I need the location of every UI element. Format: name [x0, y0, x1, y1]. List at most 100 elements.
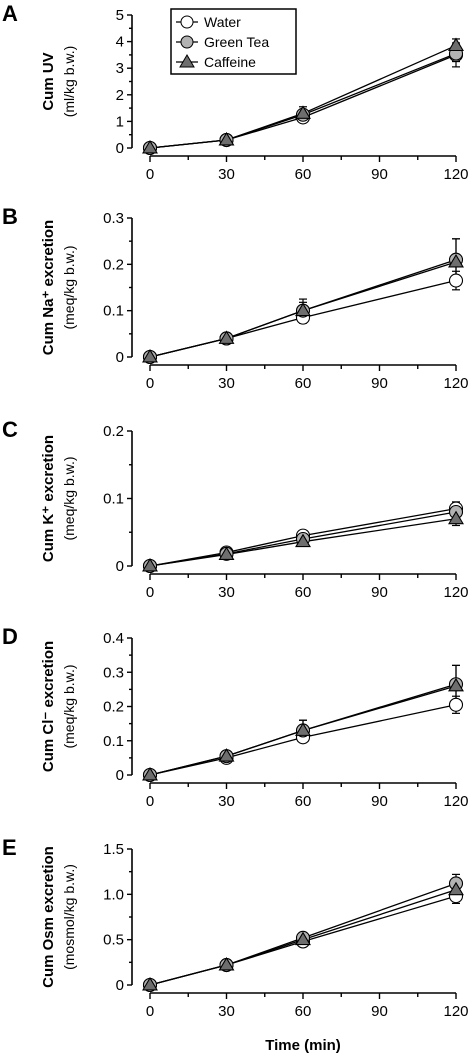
x-tick-label: 60	[295, 375, 312, 392]
y-tick-label: 0.1	[103, 491, 124, 508]
x-tick-label: 0	[146, 375, 154, 392]
y-axis-label: Cum Osm excretion	[40, 846, 57, 988]
series-line-caffeine	[149, 685, 457, 776]
y-axis-unit: (meq/kg b.w.)	[61, 245, 77, 329]
y-tick-label: 4	[116, 34, 124, 51]
y-axis-label: Cum UV	[40, 52, 57, 110]
panel-letter: E	[2, 835, 17, 860]
y-tick-label: 0	[116, 767, 124, 784]
y-tick-label: 0	[116, 977, 124, 994]
x-tick-label: 60	[295, 166, 312, 183]
y-axis-unit: (meq/kg b.w.)	[61, 664, 77, 748]
data-point-water	[448, 697, 464, 712]
x-tick-label: 0	[146, 1003, 154, 1020]
y-tick-label: 0.1	[103, 733, 124, 750]
y-axis-unit: (mosmol/kg b.w.)	[61, 864, 77, 970]
data-point-caffeine	[295, 533, 311, 548]
y-tick-label: 0.3	[103, 210, 124, 227]
y-tick-label: 0.4	[103, 630, 124, 647]
panel-d: D 0 0.1 0.2 0.3 0.4 0 30 60 90 120 Cum Cl⁻ excretio…	[2, 624, 469, 810]
y-axis-unit: (ml/kg b.w.)	[61, 46, 77, 118]
data-point-caffeine	[295, 105, 311, 119]
x-tick-label: 0	[146, 793, 154, 810]
data-point-caffeine	[295, 931, 311, 946]
data-point-caffeine	[218, 131, 235, 146]
data-point-caffeine	[448, 510, 464, 525]
y-tick-label: 2	[116, 87, 124, 104]
x-tick-label: 90	[371, 584, 388, 601]
data-point-caffeine	[448, 677, 464, 692]
y-tick-label: 1	[116, 113, 124, 130]
y-axis-label: Cum Cl⁻ excretion	[40, 641, 57, 772]
data-point-caffeine	[295, 722, 311, 736]
data-point-caffeine	[448, 37, 464, 52]
series-line-water	[149, 704, 457, 776]
x-tick-label: 90	[371, 793, 388, 810]
x-axis-title: Time (min)	[265, 1037, 341, 1054]
data-point-caffeine	[142, 766, 158, 781]
data-point-caffeine	[218, 956, 235, 971]
x-tick-label: 120	[443, 166, 468, 183]
y-tick-label: 0.3	[103, 664, 124, 681]
x-tick-label: 90	[371, 375, 388, 392]
data-point-caffeine	[142, 557, 158, 572]
y-tick-label: 0.2	[103, 423, 124, 440]
data-point-caffeine	[448, 253, 464, 268]
legend-label: Green Tea	[204, 34, 269, 50]
x-tick-label: 120	[443, 375, 468, 392]
y-tick-label: 0.2	[103, 699, 124, 716]
series-line-caffeine	[149, 518, 457, 567]
x-tick-label: 60	[295, 584, 312, 601]
y-tick-label: 1.5	[103, 841, 124, 858]
y-axis-label: Cum Na⁺ excretion	[40, 220, 57, 355]
y-axis-label: Cum K⁺ excretion	[40, 435, 57, 562]
y-tick-label: 0	[116, 140, 124, 157]
x-tick-label: 0	[146, 166, 154, 183]
x-tick-label: 120	[443, 793, 468, 810]
y-tick-label: 0	[116, 349, 124, 366]
x-tick-label: 30	[218, 584, 235, 601]
data-point-caffeine	[142, 139, 158, 154]
y-tick-label: 0.1	[103, 303, 124, 320]
y-axis-unit: (meq/kg b.w.)	[61, 456, 77, 540]
panel-b: B 0 0.1 0.2 0.3 0 30 60 90 120 Cum Na⁺ excretion (m…	[2, 204, 469, 392]
data-point-caffeine	[218, 546, 235, 560]
y-tick-label: 0.2	[103, 256, 124, 273]
panel-letter: B	[2, 204, 18, 229]
data-point-caffeine	[142, 348, 158, 363]
series-line-caffeine	[149, 261, 457, 358]
panel-letter: D	[2, 624, 18, 649]
x-tick-label: 120	[443, 1003, 468, 1020]
x-tick-label: 30	[218, 793, 235, 810]
series-line-caffeine	[149, 889, 457, 986]
x-tick-label: 30	[218, 166, 235, 183]
panel-letter: C	[2, 417, 18, 442]
x-tick-label: 30	[218, 375, 235, 392]
series-line-caffeine	[149, 44, 457, 149]
legend-marker-water	[180, 15, 194, 29]
data-point-caffeine	[295, 302, 311, 317]
x-tick-label: 120	[443, 584, 468, 601]
series-line-water	[149, 507, 457, 567]
panel-e: E 0 0.5 1.0 1.5 0 30 60 90 120 Cum Osm excretion (m…	[2, 835, 469, 1020]
data-point-caffeine	[218, 748, 235, 762]
y-tick-label: 1.0	[103, 886, 124, 903]
data-point-caffeine	[448, 881, 464, 896]
legend: Water Green Tea Caffeine	[170, 8, 297, 75]
y-tick-label: 5	[116, 7, 124, 24]
panel-a: A 0 1 2 3 4 5 0 30 60 90 120 Cum UV (ml/kg b.w.)	[2, 1, 469, 183]
x-tick-label: 90	[371, 1003, 388, 1020]
y-tick-label: 3	[116, 60, 124, 77]
panel-c: C 0 0.1 0.2 0 30 60 90 120 Cum K⁺ excretion (meq/k…	[2, 417, 469, 601]
legend-label: Water	[204, 14, 241, 30]
data-point-water	[448, 273, 464, 288]
y-tick-label: 0	[116, 558, 124, 575]
x-tick-label: 30	[218, 1003, 235, 1020]
data-point-caffeine	[218, 330, 235, 344]
data-point-caffeine	[142, 976, 158, 991]
legend-marker-caffeine	[179, 54, 195, 68]
legend-label: Caffeine	[204, 54, 256, 70]
x-tick-label: 90	[371, 166, 388, 183]
x-tick-label: 60	[295, 1003, 312, 1020]
